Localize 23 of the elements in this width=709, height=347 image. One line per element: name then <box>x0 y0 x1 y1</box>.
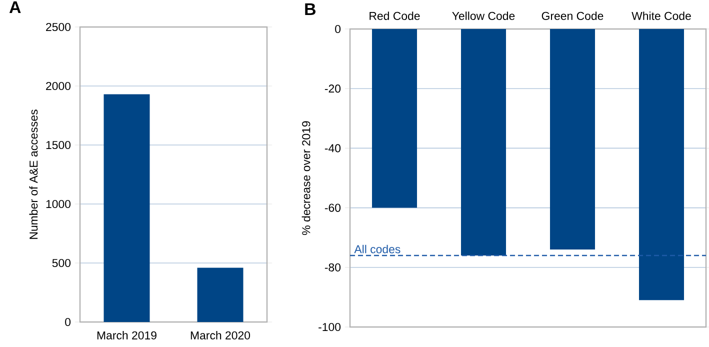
y-tick-label: -100 <box>318 322 341 332</box>
y-tick-label: 1500 <box>46 140 71 150</box>
chart-title: A <box>9 1 21 13</box>
y-tick-label: 2000 <box>46 82 71 90</box>
y-tick-label: -20 <box>324 84 341 93</box>
ref-line-label: All codes <box>354 244 400 254</box>
x-tick-label: March 2020 <box>190 331 250 340</box>
x-tick-label: White Code <box>632 12 691 20</box>
y-tick-label: -40 <box>324 144 341 152</box>
chart-title: B <box>305 3 316 15</box>
x-tick-label: March 2019 <box>97 331 156 340</box>
x-tick-label: Red Code <box>370 12 420 20</box>
x-tick-label: Yellow Code <box>452 12 515 20</box>
y-axis-title: Number of A&E accesses <box>29 110 38 239</box>
y-tick-label: 0 <box>335 24 341 34</box>
y-axis-title: % decrease over 2019 <box>302 121 310 235</box>
x-tick-label: Green Code <box>542 12 604 20</box>
y-tick-label: 2500 <box>46 22 71 32</box>
y-tick-label: -80 <box>324 263 341 272</box>
y-tick-label: -60 <box>324 204 341 212</box>
y-tick-label: 0 <box>65 318 71 326</box>
y-tick-label: 500 <box>52 258 71 268</box>
y-tick-label: 1000 <box>46 200 71 208</box>
